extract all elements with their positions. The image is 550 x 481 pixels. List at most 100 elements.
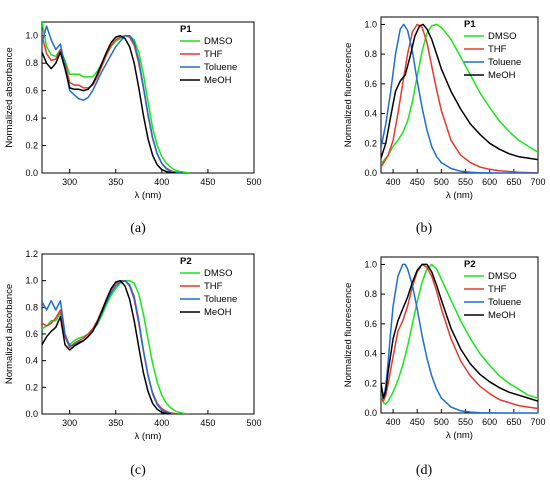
panel-caption: (d) [416, 463, 433, 478]
x-tick-label: 550 [458, 417, 473, 427]
series-line-toluene [42, 279, 176, 414]
legend-label: THF [204, 281, 223, 292]
y-tick-label: 0.2 [25, 382, 38, 392]
x-tick-label: 450 [410, 177, 425, 187]
x-tick-label: 350 [108, 418, 123, 428]
y-tick-label: 0.4 [364, 109, 377, 119]
panel-title: P2 [180, 256, 192, 267]
series-line-toluene [381, 23, 538, 173]
series-line-thf [381, 23, 538, 173]
legend-label: MeOH [204, 75, 232, 86]
y-tick-label: 0.4 [364, 349, 377, 359]
legend-label: DMSO [204, 36, 233, 47]
x-axis-label: λ (nm) [135, 431, 162, 442]
legend-label: MeOH [488, 70, 516, 81]
legend-label: DMSO [488, 31, 517, 42]
y-tick-label: 0.6 [364, 79, 377, 89]
x-axis-label: λ (nm) [446, 190, 473, 201]
legend-label: DMSO [488, 271, 517, 282]
x-tick-label: 300 [62, 418, 77, 428]
x-tick-label: 500 [434, 417, 449, 427]
y-tick-label: 0.4 [25, 356, 38, 366]
legend-label: Toluene [488, 297, 521, 308]
y-tick-label: 0.8 [364, 289, 377, 299]
x-tick-label: 700 [530, 177, 545, 187]
x-tick-label: 650 [506, 417, 521, 427]
series-line-dmso [42, 279, 190, 414]
chart-panel-3: 400 450 500 550 600 650 700 0.0 0.2 0.4 0.6 0.8 1.0 λ… [343, 256, 546, 478]
y-tick-label: 0.8 [364, 49, 377, 59]
legend-label: Toluene [204, 62, 237, 73]
y-axis-label: Normalized absorbance [4, 47, 15, 147]
x-axis-label: λ (nm) [135, 190, 162, 201]
x-tick-label: 650 [506, 177, 521, 187]
panel-caption: (a) [130, 221, 146, 236]
x-tick-label: 500 [434, 177, 449, 187]
y-tick-label: 0.2 [364, 378, 377, 388]
legend-label: MeOH [204, 307, 232, 318]
panel-caption: (b) [416, 221, 433, 236]
y-tick-label: 0.0 [364, 168, 377, 178]
series-line-dmso [381, 23, 538, 165]
plot-frame [380, 16, 539, 174]
series-line-toluene [42, 25, 181, 173]
legend-label: DMSO [204, 268, 233, 279]
x-tick-label: 500 [246, 177, 261, 187]
x-tick-label: 400 [386, 177, 401, 187]
y-axis-label: Normalized absorbance [4, 284, 15, 384]
series-line-dmso [42, 22, 190, 173]
y-tick-label: 0.0 [25, 409, 38, 419]
x-tick-label: 700 [530, 417, 545, 427]
y-tick-label: 0.6 [25, 86, 38, 96]
series-line-toluene [381, 263, 538, 413]
y-tick-label: 0.2 [25, 141, 38, 151]
x-tick-label: 600 [482, 177, 497, 187]
x-tick-label: 400 [386, 417, 401, 427]
x-tick-label: 550 [458, 177, 473, 187]
series-line-meoh [381, 263, 538, 402]
plot-frame [380, 256, 539, 414]
y-tick-label: 1.0 [364, 19, 377, 29]
y-tick-label: 0.8 [25, 58, 38, 68]
legend-label: THF [488, 284, 507, 295]
plot-frame [41, 21, 255, 174]
x-tick-label: 450 [200, 177, 215, 187]
y-tick-label: 0.6 [25, 329, 38, 339]
x-tick-label: 600 [482, 417, 497, 427]
legend-label: THF [488, 44, 507, 55]
y-tick-label: 0.4 [25, 113, 38, 123]
y-tick-label: 0.0 [25, 168, 38, 178]
legend-label: Toluene [204, 294, 237, 305]
series-line-dmso [381, 263, 538, 405]
legend-label: Toluene [488, 57, 521, 68]
y-axis-label: Normalized fluorescence [343, 283, 354, 388]
y-tick-label: 0.0 [364, 408, 377, 418]
series-line-meoh [381, 23, 538, 161]
series-line-thf [381, 263, 538, 410]
panel-caption: (c) [130, 463, 146, 478]
series-line-thf [42, 279, 181, 414]
x-tick-label: 450 [200, 418, 215, 428]
x-axis-label: λ (nm) [446, 430, 473, 441]
y-tick-label: 1.2 [25, 249, 38, 259]
y-tick-label: 0.6 [364, 319, 377, 329]
y-tick-label: 0.2 [364, 138, 377, 148]
panel-title: P2 [464, 259, 476, 270]
y-tick-label: 1.0 [364, 259, 377, 269]
y-tick-label: 1.0 [25, 276, 38, 286]
panel-title: P1 [464, 19, 476, 30]
x-tick-label: 450 [410, 417, 425, 427]
y-tick-label: 0.8 [25, 302, 38, 312]
y-tick-label: 1.0 [25, 31, 38, 41]
x-tick-label: 300 [62, 177, 77, 187]
x-tick-label: 500 [246, 418, 261, 428]
series-line-meoh [42, 34, 176, 173]
x-tick-label: 350 [108, 177, 123, 187]
chart-panel-2: 300 350 400 450 500 0.0 0.2 0.4 0.6 0.8 1.0 1.2 λ (n… [4, 249, 262, 478]
panel-title: P1 [180, 24, 192, 35]
chart-panel-0: 300 350 400 450 500 0.0 0.2 0.4 0.6 0.8 1.0 λ (nm) N… [4, 21, 262, 236]
legend-label: THF [204, 49, 223, 60]
y-axis-label: Normalized fluorescence [343, 43, 354, 148]
series-line-meoh [42, 279, 172, 414]
